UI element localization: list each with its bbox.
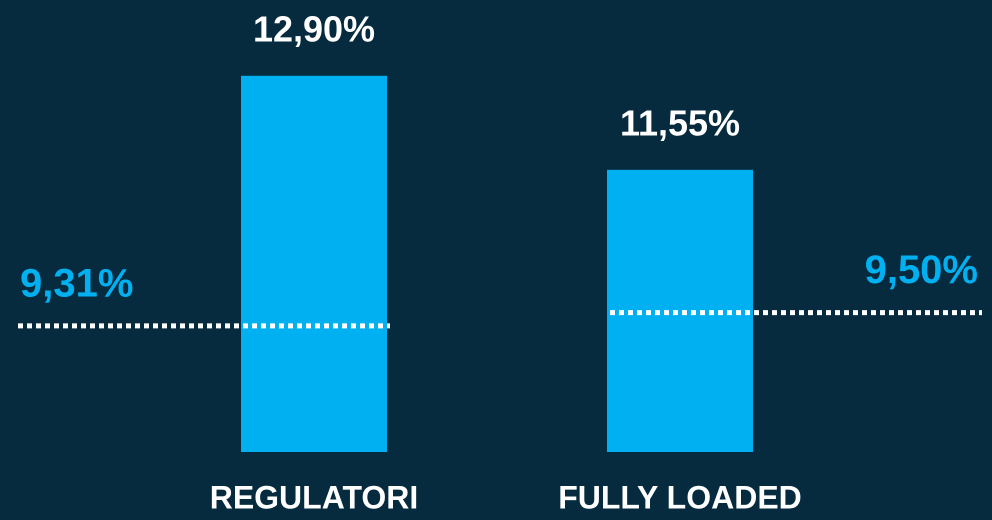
reference-label: 9,31% xyxy=(20,261,133,305)
category-label: FULLY LOADED xyxy=(558,479,802,515)
category-label: REGULATORI xyxy=(210,479,419,515)
bar xyxy=(241,75,387,453)
value-label: 12,90% xyxy=(253,8,375,49)
value-label: 11,55% xyxy=(620,102,740,143)
reference-label: 9,50% xyxy=(865,248,978,292)
